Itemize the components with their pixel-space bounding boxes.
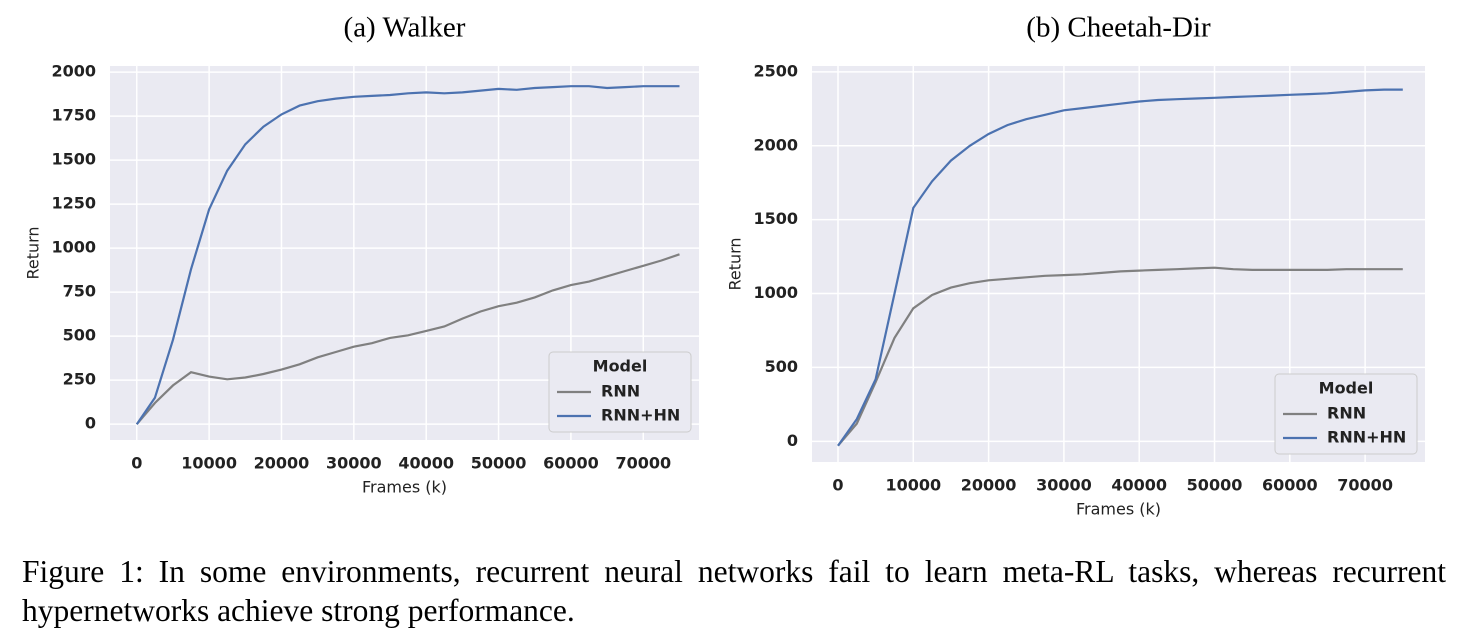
y-tick-label: 0 xyxy=(787,431,798,450)
legend: Model RNN RNN+HN xyxy=(1274,373,1418,455)
y-tick-label: 2000 xyxy=(51,62,96,81)
caption: Figure 1: In some environments, recurren… xyxy=(22,554,1446,628)
y-tick-label: 2500 xyxy=(753,61,798,80)
y-axis-label: Return xyxy=(726,237,745,290)
y-tick-label: 1250 xyxy=(51,194,96,213)
x-tick-label: 20000 xyxy=(254,454,310,473)
x-tick-label: 30000 xyxy=(1036,476,1092,495)
x-tick-label: 30000 xyxy=(326,454,382,473)
y-tick-label: 1000 xyxy=(753,283,798,302)
data-line xyxy=(837,266,1403,447)
x-tick-label: 40000 xyxy=(1111,476,1167,495)
legend-label: RNN+HN xyxy=(601,406,680,425)
y-tick-label: 500 xyxy=(63,326,96,345)
y-tick-label: 250 xyxy=(63,370,96,389)
chart-title: (b) Cheetah-Dir xyxy=(1026,12,1211,44)
data-line xyxy=(135,85,680,425)
legend: Model RNN RNN+HN xyxy=(548,351,692,433)
x-axis-label: Frames (k) xyxy=(1076,500,1161,519)
x-tick-label: 20000 xyxy=(961,476,1017,495)
x-tick-label: 60000 xyxy=(1262,476,1318,495)
legend-label: RNN+HN xyxy=(1327,428,1406,447)
y-tick-label: 1750 xyxy=(51,106,96,125)
x-tick-label: 70000 xyxy=(1337,476,1393,495)
y-tick-label: 1500 xyxy=(51,150,96,169)
legend-label: RNN xyxy=(1327,404,1366,423)
x-tick-label: 10000 xyxy=(885,476,941,495)
legend-title: Model xyxy=(1319,379,1374,398)
legend-label: RNN xyxy=(601,382,640,401)
y-tick-label: 1500 xyxy=(753,209,798,228)
x-axis-label: Frames (k) xyxy=(362,478,447,497)
x-tick-label: 0 xyxy=(832,476,843,495)
x-tick-label: 10000 xyxy=(181,454,237,473)
legend-box xyxy=(548,351,692,433)
legend-title: Model xyxy=(593,357,648,376)
y-tick-label: 1000 xyxy=(51,238,96,257)
data-line xyxy=(135,253,680,425)
y-tick-label: 750 xyxy=(63,282,96,301)
x-tick-label: 0 xyxy=(131,454,142,473)
figure: (a) Walker 0 250 500 750 1000 1250 1500 1750 2000… xyxy=(24,12,1425,519)
y-tick-label: 2000 xyxy=(753,135,798,154)
legend-box xyxy=(1274,373,1418,455)
x-tick-label: 60000 xyxy=(543,454,599,473)
y-tick-label: 0 xyxy=(85,414,96,433)
x-tick-label: 40000 xyxy=(398,454,454,473)
x-tick-label: 50000 xyxy=(1187,476,1243,495)
x-tick-label: 70000 xyxy=(615,454,671,473)
y-tick-label: 500 xyxy=(765,357,798,376)
data-line xyxy=(837,88,1403,447)
x-tick-label: 50000 xyxy=(471,454,527,473)
y-axis-label: Return xyxy=(24,226,43,279)
chart-title: (a) Walker xyxy=(344,12,466,44)
